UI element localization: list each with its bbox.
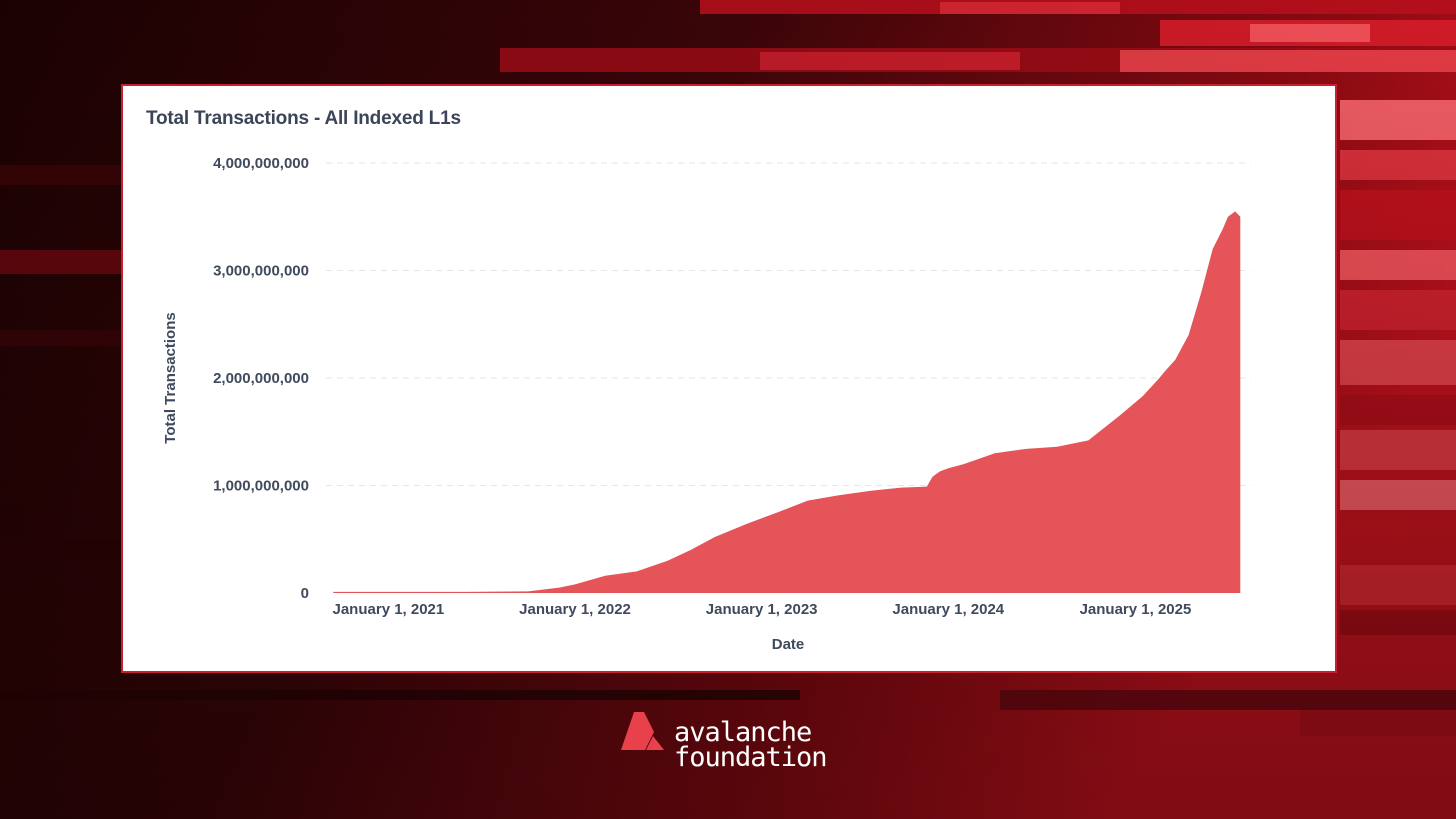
brand-logo: avalanche foundation [620,708,860,778]
brand-line-2: foundation [674,742,828,773]
y-tick-label: 2,000,000,000 [213,370,309,387]
x-tick-label: January 1, 2022 [519,601,631,618]
x-tick-label: January 1, 2023 [706,601,818,618]
x-tick-label: January 1, 2024 [892,601,1004,618]
y-tick-label: 3,000,000,000 [213,263,309,280]
chart-title: Total Transactions - All Indexed L1s [146,108,461,129]
y-axis-ticks: 0 1,000,000,000 2,000,000,000 3,000,000,000… [213,155,309,602]
y-tick-label: 0 [301,585,309,602]
x-tick-label: January 1, 2025 [1080,601,1192,618]
chart-card: 0 1,000,000,000 2,000,000,000 3,000,000,000… [121,84,1337,673]
avalanche-triangle-logo-icon [621,712,664,750]
brand-wordmark: avalanche foundation [674,717,828,773]
y-tick-label: 4,000,000,000 [213,155,309,172]
x-axis-label: Date [772,636,805,653]
brand-line-1: avalanche [674,717,812,748]
y-axis-label: Total Transactions [162,312,179,443]
y-tick-label: 1,000,000,000 [213,478,309,495]
x-axis-ticks: January 1, 2021 January 1, 2022 January 1,… [333,601,1192,618]
x-tick-label: January 1, 2021 [333,601,445,618]
area-chart: 0 1,000,000,000 2,000,000,000 3,000,000,000… [162,155,1251,653]
series-area-total-transactions [333,211,1241,593]
